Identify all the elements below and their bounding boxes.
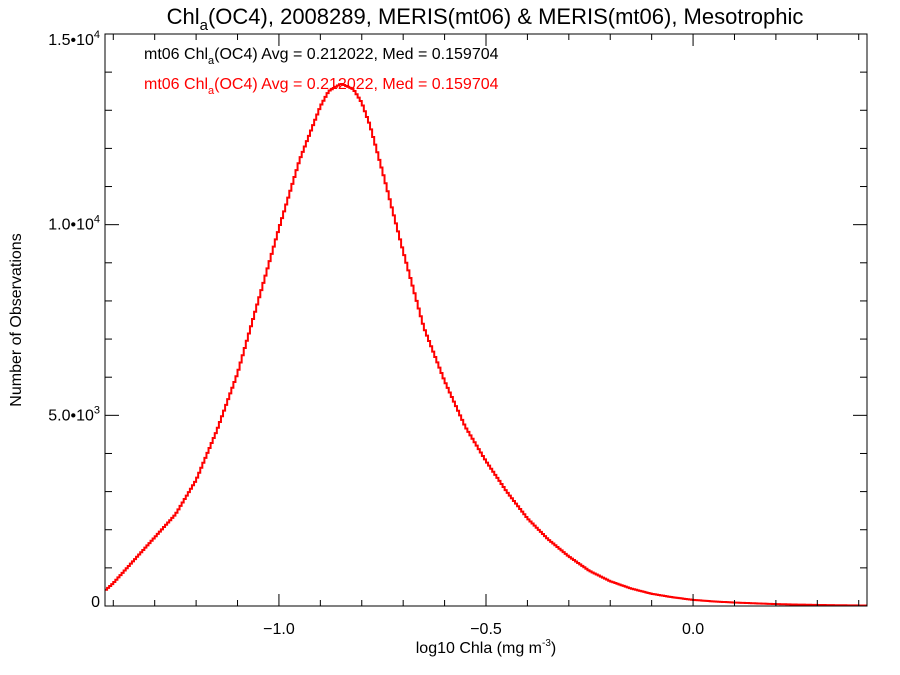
legend-entry-0: mt06 Chla(OC4) Avg = 0.212022, Med = 0.1…: [144, 46, 499, 67]
chart-title: Chla(OC4), 2008289, MERIS(mt06) & MERIS(…: [167, 4, 804, 34]
x-axis-label: log10 Chla (mg m-3): [416, 638, 557, 657]
y-tick-mantissa: 1.5•10: [48, 32, 94, 49]
y-tick-mantissa: 1.0•10: [48, 217, 94, 234]
legend-entry-suffix: (OC4) Avg = 0.212022, Med = 0.159704: [214, 46, 498, 63]
plot-frame: [104, 33, 868, 607]
axis-ticks: [105, 33, 867, 607]
chart-title-suffix: (OC4), 2008289, MERIS(mt06) & MERIS(mt06…: [208, 4, 803, 29]
x-axis-label-superscript: -3: [542, 638, 551, 649]
legend-entry-subscript: a: [208, 55, 215, 67]
x-tick-label: 0.0: [682, 621, 704, 638]
histogram-series-0: [105, 83, 867, 607]
x-tick-labels: −1.0 −0.5 0.0: [263, 621, 704, 638]
plot-content: [105, 83, 867, 607]
chart-title-subscript: a: [200, 17, 209, 34]
y-tick-label: 1.0•104: [48, 214, 100, 234]
y-tick-mantissa: 0: [91, 594, 100, 611]
chart-title-prefix: Chl: [167, 4, 200, 29]
y-tick-label: 5.0•103: [48, 404, 100, 424]
x-axis-label-close: ): [551, 640, 556, 657]
y-tick-mantissa: 5.0•10: [48, 407, 94, 424]
y-tick-exponent: 4: [94, 214, 100, 226]
legend-entry-suffix: (OC4) Avg = 0.212022, Med = 0.159704: [214, 76, 498, 93]
legend-entry-prefix: mt06 Chl: [144, 76, 208, 93]
legend-entry-prefix: mt06 Chl: [144, 46, 208, 63]
x-axis-label-main: log10 Chla (mg m: [416, 640, 542, 657]
y-tick-exponent: 4: [94, 29, 100, 41]
x-tick-label: −0.5: [470, 621, 502, 638]
x-tick-label: −1.0: [263, 621, 295, 638]
legend-entry-1: mt06 Chla(OC4) Avg = 0.212022, Med = 0.1…: [144, 76, 499, 97]
y-tick-label: 0: [91, 594, 100, 611]
y-axis-label: Number of Observations: [8, 233, 25, 406]
legend: mt06 Chla(OC4) Avg = 0.212022, Med = 0.1…: [144, 46, 499, 97]
y-tick-exponent: 3: [94, 404, 100, 416]
legend-entry-subscript: a: [208, 85, 215, 97]
y-tick-label: 1.5•104: [48, 29, 100, 49]
